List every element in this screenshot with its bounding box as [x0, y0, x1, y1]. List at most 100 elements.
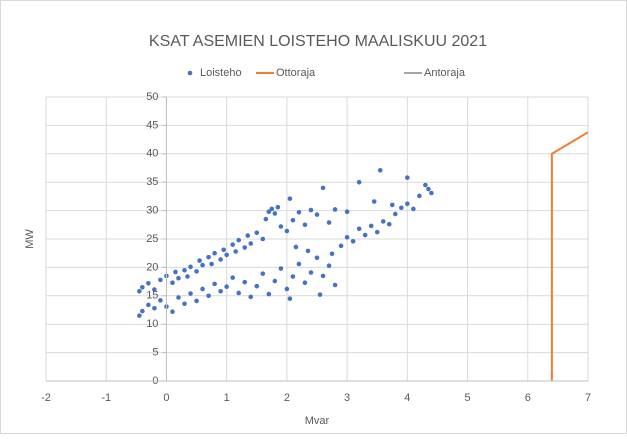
point: [236, 237, 242, 243]
point: [377, 167, 383, 173]
y-tick-label: 10: [146, 318, 158, 330]
point: [320, 273, 326, 279]
point: [350, 238, 356, 244]
y-axis-label: MW: [24, 229, 36, 249]
point: [158, 277, 163, 283]
point: [173, 269, 178, 275]
point: [356, 226, 362, 232]
point: [230, 242, 235, 247]
point: [233, 249, 238, 254]
x-tick-label: 6: [525, 392, 531, 404]
point: [206, 293, 211, 299]
point: [305, 248, 311, 254]
point: [224, 252, 229, 258]
x-tick-label: -2: [41, 392, 51, 404]
point: [266, 291, 272, 297]
point: [344, 234, 350, 240]
point: [290, 274, 296, 279]
point: [176, 275, 181, 281]
point: [212, 281, 217, 287]
x-tick-label: -1: [101, 392, 111, 404]
point: [263, 216, 269, 222]
point: [185, 274, 190, 279]
point: [221, 247, 226, 253]
point: [399, 205, 404, 211]
point: [287, 196, 293, 201]
point: [429, 190, 434, 196]
y-tick-label: 30: [146, 205, 158, 217]
y-tick-label: 45: [146, 119, 158, 131]
point: [386, 221, 392, 227]
y-tick-label: 40: [146, 148, 158, 160]
point: [209, 261, 214, 267]
point: [236, 290, 242, 296]
point: [275, 204, 281, 210]
x-tick-label: 1: [224, 392, 230, 404]
point: [170, 309, 175, 315]
point: [146, 302, 151, 308]
point: [326, 263, 332, 268]
point: [278, 224, 284, 229]
point: [314, 255, 320, 261]
point: [362, 232, 368, 238]
point: [188, 291, 193, 296]
legend-label: Loisteho: [200, 67, 242, 79]
point: [392, 211, 398, 217]
x-tick-label: 7: [585, 392, 591, 404]
point: [200, 262, 205, 268]
point: [260, 236, 266, 242]
x-tick-label: 2: [284, 392, 290, 404]
legend-marker: [187, 70, 193, 76]
point: [182, 301, 187, 307]
point: [417, 193, 422, 199]
point: [371, 199, 377, 204]
point: [308, 270, 314, 275]
point: [308, 207, 314, 213]
point: [332, 282, 338, 288]
x-tick-label: 5: [464, 392, 470, 404]
x-tick-label: 3: [344, 392, 350, 404]
point: [269, 206, 275, 212]
point: [254, 230, 260, 236]
point: [218, 288, 223, 294]
point: [248, 241, 254, 246]
point: [389, 202, 395, 208]
x-tick-label: 0: [163, 392, 169, 404]
point: [405, 201, 410, 207]
point: [405, 175, 410, 180]
point: [272, 211, 278, 216]
legend: Loisteho Ottoraja Antoraja: [187, 67, 466, 79]
x-tick-label: 4: [404, 392, 410, 404]
y-tick-label: 5: [152, 347, 158, 359]
point: [188, 264, 193, 270]
point: [344, 209, 350, 215]
point: [356, 179, 362, 185]
point: [284, 286, 290, 292]
y-tick-label: 50: [146, 91, 158, 103]
point: [137, 288, 142, 294]
point: [224, 284, 229, 290]
point: [287, 296, 293, 301]
point: [176, 295, 181, 300]
point: [218, 257, 223, 262]
point: [206, 254, 211, 260]
point: [158, 298, 163, 303]
point: [374, 229, 380, 235]
point: [200, 286, 205, 292]
line: [550, 131, 588, 381]
chart-title: KSAT ASEMIEN LOISTEHO MAALISKUU 2021: [149, 33, 487, 50]
point: [368, 223, 374, 229]
point: [296, 261, 302, 267]
x-axis-label: Mvar: [305, 415, 330, 427]
point: [254, 283, 260, 289]
point: [194, 269, 199, 274]
point: [290, 217, 296, 223]
point: [266, 209, 272, 215]
point: [245, 233, 251, 238]
point: [411, 206, 416, 212]
point: [197, 258, 202, 263]
point: [152, 287, 157, 292]
